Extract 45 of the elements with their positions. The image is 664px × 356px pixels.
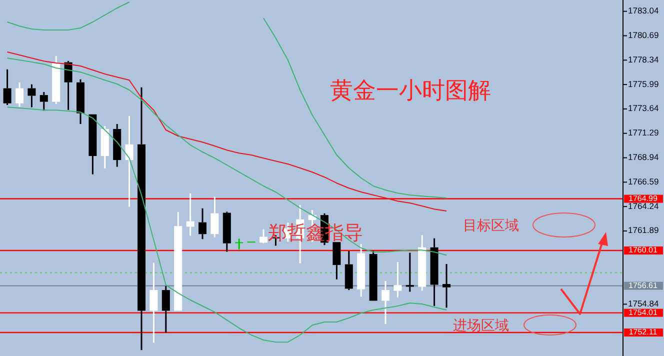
candlestick	[125, 115, 134, 208]
line-series	[6, 52, 447, 212]
ref-line-label: 1754.01	[628, 308, 658, 317]
text: 进场区域	[453, 317, 509, 333]
text: 目标区域	[463, 217, 519, 233]
candlestick	[260, 228, 268, 243]
candlestick	[357, 243, 366, 298]
candlestick	[16, 82, 24, 108]
candlestick	[100, 125, 109, 170]
candlestick	[162, 285, 170, 334]
ref-line-label: 1760.01	[628, 246, 658, 255]
candlestick	[28, 84, 36, 108]
candlestick	[210, 196, 219, 238]
y-tick-label: 1754.84	[628, 298, 659, 308]
candlestick	[198, 208, 206, 240]
y-tick-label: 1771.29	[628, 128, 659, 138]
candlestick	[222, 211, 231, 252]
candlestick	[406, 252, 414, 292]
y-tick-label: 1773.64	[628, 103, 659, 114]
y-tick-label: 1768.94	[628, 152, 659, 162]
candlestick	[138, 86, 146, 351]
y-tick-label: 1761.89	[628, 225, 659, 236]
candlestick	[394, 261, 402, 298]
y-tick-label: 1764.24	[628, 200, 659, 211]
candlestick	[113, 123, 122, 168]
candlestick	[150, 262, 158, 344]
candlestick	[76, 78, 84, 125]
line-series	[6, 58, 447, 256]
y-tick-label: 1775.99	[628, 78, 659, 89]
candlestick	[3, 68, 12, 106]
y-tick-label: 1778.34	[628, 54, 659, 64]
y-tick-label: 1780.69	[628, 30, 659, 40]
ref-line-label: 1752.11	[628, 328, 658, 337]
y-tick-label: 1783.04	[628, 6, 659, 16]
candlestick	[442, 263, 450, 308]
line-series	[6, 106, 447, 343]
candlestick	[186, 192, 194, 236]
ref-line-label: 1764.99	[628, 194, 658, 203]
ref-line-label: 1756.61	[628, 280, 658, 290]
candlestick	[344, 250, 353, 291]
candlestick	[382, 280, 390, 325]
candlestick	[430, 238, 438, 307]
candlestick	[418, 234, 426, 292]
text: 黄金一小时图解	[330, 77, 491, 103]
y-tick-label: 1766.59	[628, 176, 659, 186]
